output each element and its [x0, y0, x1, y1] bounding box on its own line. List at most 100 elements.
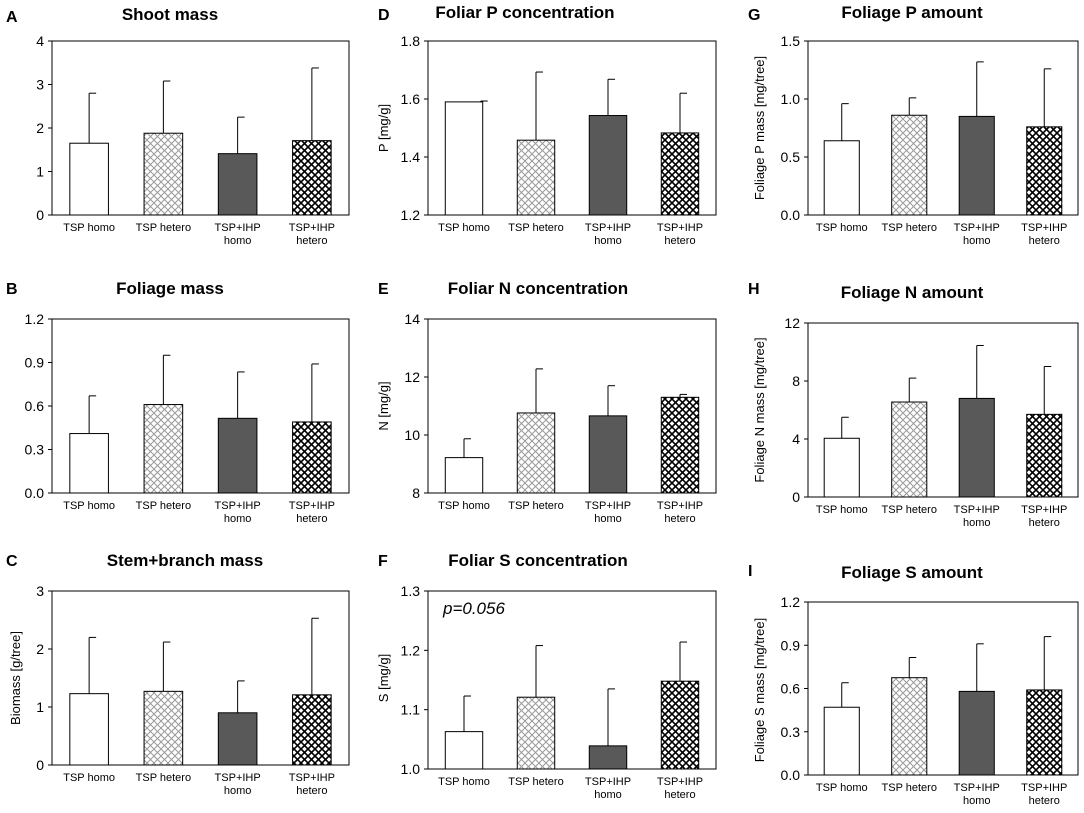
y-tick-label: 0	[36, 207, 44, 223]
bar-tsp-homo	[444, 731, 484, 770]
x-tick-label: TSP hetero	[136, 500, 191, 512]
x-tick-label: TSP+IHP	[1021, 504, 1067, 516]
x-tick-label: TSP+IHP	[1021, 782, 1067, 794]
bar-tsp-ihp-hetero	[1026, 689, 1063, 776]
x-tick-label: TSP hetero	[136, 222, 191, 234]
panel-i: I Foliage S amount Foliage S mass [mg/tr…	[748, 563, 1079, 807]
x-tick-label: TSP homo	[816, 782, 868, 794]
y-tick-label: 1.2	[401, 207, 421, 223]
x-tick-label: TSP+IHP	[585, 776, 631, 788]
y-tick-label: 12	[404, 369, 420, 385]
x-tick-label: TSP+IHP	[289, 222, 335, 234]
x-tick-label: hetero	[1029, 795, 1060, 807]
panel-c: C Stem+branch mass Biomass [g/tree] 0 1 2 3…	[6, 551, 350, 797]
y-tick-label: 8	[412, 485, 420, 501]
x-tick-label: TSP hetero	[508, 776, 563, 788]
x-tick-label: TSP homo	[438, 222, 490, 234]
x-tick-label: TSP+IHP	[585, 222, 631, 234]
bar-tsp-hetero	[143, 404, 184, 494]
panel-title: Foliar P concentration	[435, 3, 614, 22]
x-tick-label: homo	[963, 235, 991, 247]
bar-tsp-ihp-hetero	[292, 694, 332, 766]
x-tick-label: TSP homo	[438, 776, 490, 788]
bar-tsp-hetero	[143, 690, 184, 766]
y-tick-label: 0.0	[25, 485, 45, 501]
bar-tsp-homo	[69, 693, 109, 766]
panel-label: B	[6, 281, 18, 298]
bar-tsp-ihp-homo	[958, 690, 995, 776]
x-tick-label: TSP+IHP	[215, 222, 261, 234]
x-tick-label: TSP+IHP	[954, 222, 1000, 234]
panel-d: D Foliar P concentration P [mg/g] 1.2 1.4…	[376, 3, 717, 247]
y-axis-label: Foliage S mass [mg/tree]	[752, 618, 767, 763]
panel-label: D	[378, 7, 390, 24]
y-tick-label: 0	[792, 489, 800, 505]
y-tick-label: 0.9	[25, 355, 45, 371]
x-tick-label: TSP+IHP	[289, 772, 335, 784]
x-tick-label: TSP+IHP	[1021, 222, 1067, 234]
bar-tsp-homo	[823, 140, 860, 216]
x-tick-label: TSP+IHP	[585, 500, 631, 512]
plot-frame	[427, 590, 717, 770]
x-tick-label: hetero	[296, 785, 327, 797]
x-tick-label: TSP homo	[63, 222, 115, 234]
panel-label: F	[378, 553, 388, 570]
y-axis-label: Foliage N mass [mg/tree]	[752, 337, 767, 482]
bar-tsp-ihp-hetero	[1026, 413, 1063, 498]
bar-tsp-ihp-homo	[217, 417, 258, 494]
bar-tsp-hetero	[516, 412, 556, 494]
panel-e: E Foliar N concentration N [mg/g] 8 10 12 1…	[376, 279, 717, 525]
bar-tsp-ihp-hetero	[292, 140, 332, 216]
y-tick-label: 1.0	[781, 91, 801, 107]
y-tick-label: 12	[784, 315, 800, 331]
panel-g: G Foliage P amount Foliage P mass [mg/tr…	[748, 3, 1079, 247]
panel-label: C	[6, 553, 18, 570]
bar-tsp-ihp-homo	[958, 115, 995, 216]
y-tick-label: 1.1	[401, 702, 421, 718]
y-tick-label: 14	[404, 311, 420, 327]
bar-tsp-hetero	[143, 132, 184, 216]
bar-tsp-homo	[444, 101, 484, 216]
y-tick-label: 3	[36, 77, 44, 93]
bar-tsp-homo	[823, 706, 860, 776]
y-tick-label: 4	[792, 431, 800, 447]
x-tick-label: homo	[963, 517, 991, 529]
bar-tsp-ihp-homo	[217, 153, 258, 216]
x-tick-label: TSP+IHP	[215, 500, 261, 512]
y-tick-label: 1.5	[781, 33, 801, 49]
panel-label: G	[748, 7, 760, 24]
y-tick-label: 1.0	[401, 761, 421, 777]
y-tick-label: 10	[404, 427, 420, 443]
y-tick-label: 0.0	[781, 767, 801, 783]
bar-tsp-ihp-homo	[588, 415, 628, 494]
x-tick-label: TSP hetero	[136, 772, 191, 784]
x-tick-label: TSP hetero	[882, 222, 937, 234]
x-tick-label: hetero	[664, 513, 695, 525]
y-tick-label: 1	[36, 164, 44, 180]
y-tick-label: 1.6	[401, 91, 421, 107]
y-tick-label: 0	[36, 757, 44, 773]
panel-label: H	[748, 281, 760, 298]
bar-tsp-hetero	[516, 696, 556, 770]
y-tick-label: 0.5	[781, 149, 801, 165]
y-axis-label: Biomass [g/tree]	[8, 631, 23, 725]
plot-frame	[427, 40, 717, 216]
bar-tsp-ihp-homo	[588, 115, 628, 216]
x-tick-label: homo	[224, 513, 252, 525]
y-tick-label: 0.3	[781, 724, 801, 740]
bar-tsp-ihp-hetero	[660, 132, 700, 216]
bar-tsp-ihp-hetero	[660, 396, 700, 494]
panel-title: Foliar N concentration	[448, 279, 628, 298]
bar-tsp-hetero	[891, 401, 928, 498]
plot-frame	[51, 590, 350, 766]
x-tick-label: TSP homo	[63, 772, 115, 784]
x-tick-label: TSP homo	[816, 504, 868, 516]
bar-tsp-hetero	[891, 114, 928, 216]
x-tick-label: homo	[594, 235, 622, 247]
y-tick-label: 1.8	[401, 33, 421, 49]
panel-label: E	[378, 281, 389, 298]
